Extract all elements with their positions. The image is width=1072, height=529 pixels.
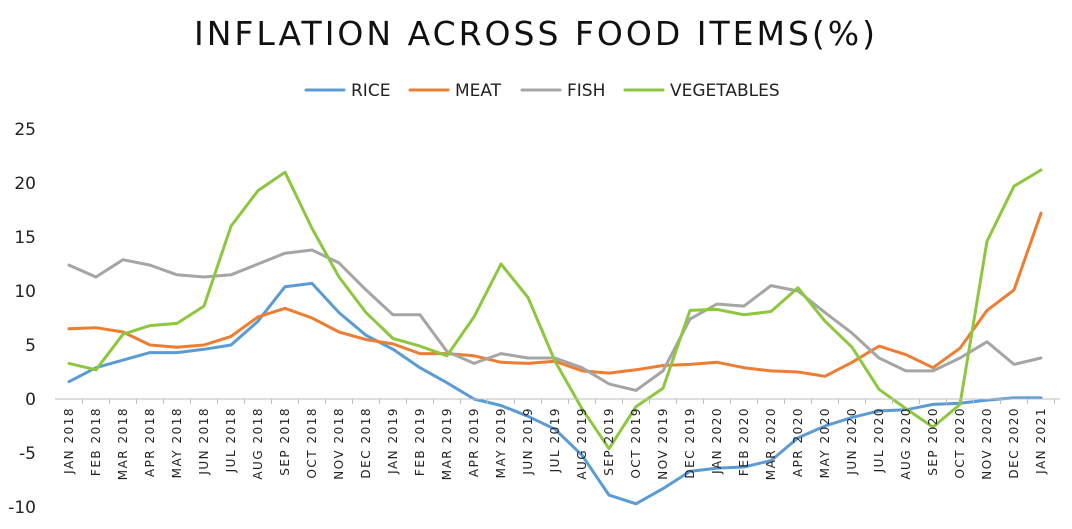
y-tick-label: 0 xyxy=(25,390,36,410)
x-tick-label: DEC 2020 xyxy=(1007,407,1021,479)
y-tick-label: 10 xyxy=(14,282,36,302)
x-tick-label: FEB 2020 xyxy=(737,407,751,476)
x-tick-label: JAN 2018 xyxy=(62,407,76,475)
legend-label: MEAT xyxy=(455,81,502,101)
x-tick-label: NOV 2018 xyxy=(332,407,346,480)
series-line-rice xyxy=(67,281,1043,506)
x-tick-label: OCT 2018 xyxy=(305,407,319,479)
x-tick-label: MAY 2018 xyxy=(170,407,184,478)
series-line-meat xyxy=(67,211,1043,378)
x-tick-label: AUG 2019 xyxy=(575,407,589,480)
legend-label: RICE xyxy=(351,81,390,101)
x-tick-label: JUL 2020 xyxy=(872,407,886,473)
x-tick-label: OCT 2020 xyxy=(953,407,967,479)
x-tick-label: JUL 2018 xyxy=(224,407,238,473)
x-tick-label: AUG 2018 xyxy=(251,407,265,480)
x-tick-label: DEC 2019 xyxy=(683,407,697,479)
legend-label: VEGETABLES xyxy=(670,81,780,101)
x-tick-label: AUG 2020 xyxy=(899,407,913,480)
x-tick-label: APR 2020 xyxy=(791,407,805,477)
x-tick-label: JAN 2021 xyxy=(1034,407,1048,475)
x-tick-label: NOV 2019 xyxy=(656,407,670,480)
x-tick-label: NOV 2020 xyxy=(980,407,994,480)
y-tick-label: 5 xyxy=(25,336,36,356)
legend-label: FISH xyxy=(567,81,605,101)
legend-item-meat: MEAT xyxy=(408,81,502,101)
y-tick-label: -5 xyxy=(19,444,36,464)
series-line-vegetables xyxy=(67,168,1043,451)
chart-title: INFLATION ACROSS FOOD ITEMS(%) xyxy=(193,14,879,53)
x-tick-label: SEP 2018 xyxy=(278,407,292,476)
y-tick-label: 20 xyxy=(14,174,36,194)
x-tick-label: JUN 2020 xyxy=(845,407,859,476)
x-tick-label: JAN 2020 xyxy=(710,407,724,475)
x-tick-label: MAY 2020 xyxy=(818,407,832,478)
legend-item-vegetables: VEGETABLES xyxy=(623,81,780,101)
plot-area xyxy=(67,168,1043,506)
x-tick-label: FEB 2018 xyxy=(89,407,103,476)
x-tick-label: APR 2019 xyxy=(467,407,481,477)
legend-item-fish: FISH xyxy=(520,81,605,101)
x-tick-label: OCT 2019 xyxy=(629,407,643,479)
x-tick-label: JUN 2019 xyxy=(521,407,535,476)
x-tick-label: MAR 2020 xyxy=(764,407,778,480)
x-tick-label: FEB 2019 xyxy=(413,407,427,476)
y-axis: 25 20 15 10 5 0 -5 -10 xyxy=(8,120,36,518)
x-tick-label: APR 2018 xyxy=(143,407,157,477)
legend-item-rice: RICE xyxy=(304,81,390,101)
x-tick-label: MAR 2018 xyxy=(116,407,130,480)
x-tick-label: MAR 2019 xyxy=(440,407,454,480)
x-tick-label: JAN 2019 xyxy=(386,407,400,475)
legend: RICE MEAT FISH VEGETABLES xyxy=(304,81,780,101)
x-tick-label: SEP 2019 xyxy=(602,407,616,476)
x-tick-label: DEC 2018 xyxy=(359,407,373,479)
x-axis: JAN 2018 FEB 2018 MAR 2018 APR 2018 MAY 2018… xyxy=(55,398,1060,480)
y-tick-label: -10 xyxy=(8,498,36,518)
y-tick-label: 15 xyxy=(14,228,36,248)
x-tick-label: MAY 2019 xyxy=(494,407,508,478)
x-tick-label: SEP 2020 xyxy=(926,407,940,476)
x-tick-label: JUL 2019 xyxy=(548,407,562,473)
y-tick-label: 25 xyxy=(14,120,36,140)
x-tick-label: JUN 2018 xyxy=(197,407,211,476)
